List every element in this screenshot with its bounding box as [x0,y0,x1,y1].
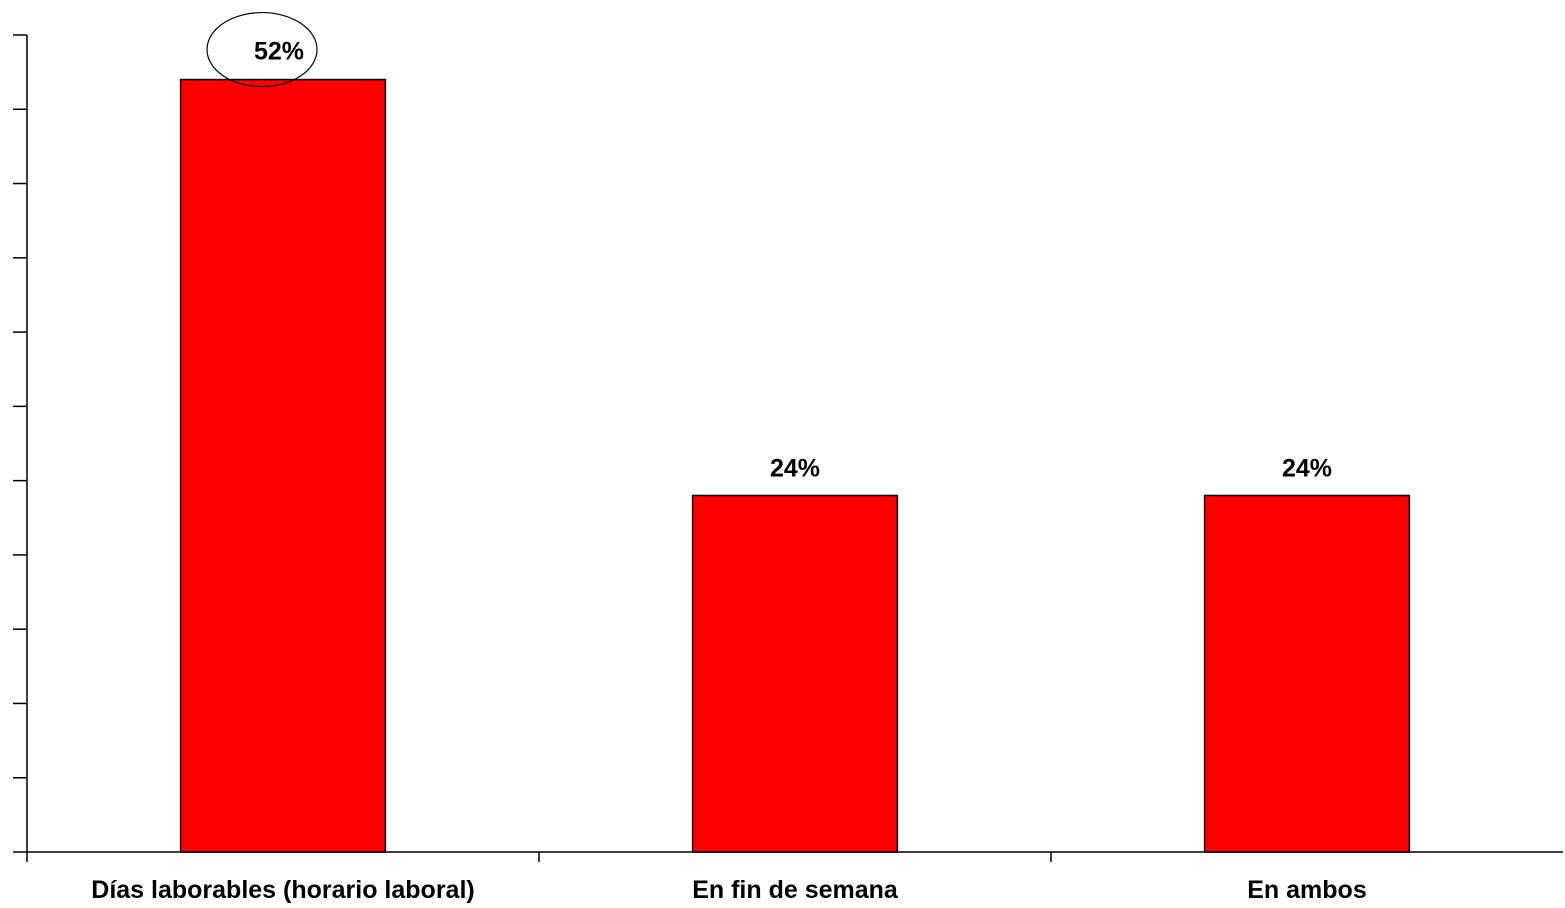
x-tick-label: En ambos [1247,876,1366,904]
x-tick-label: En fin de semana [692,876,899,904]
bar [691,494,899,853]
category-labels-group: Días laborables (horario laboral) En fin … [91,876,1366,904]
data-labels-group: 52% 24% 24% [206,11,1332,482]
x-axis-ticks [26,852,1052,862]
highlight-ellipse [206,11,318,88]
data-label: 24% [1282,454,1332,482]
bar [1203,494,1411,853]
bars-group [179,78,1411,853]
bar [179,78,387,853]
data-label: 24% [770,454,820,482]
data-label: 52% [254,38,304,66]
y-axis-ticks [13,34,27,853]
x-tick-label: Días laborables (horario laboral) [91,876,474,904]
